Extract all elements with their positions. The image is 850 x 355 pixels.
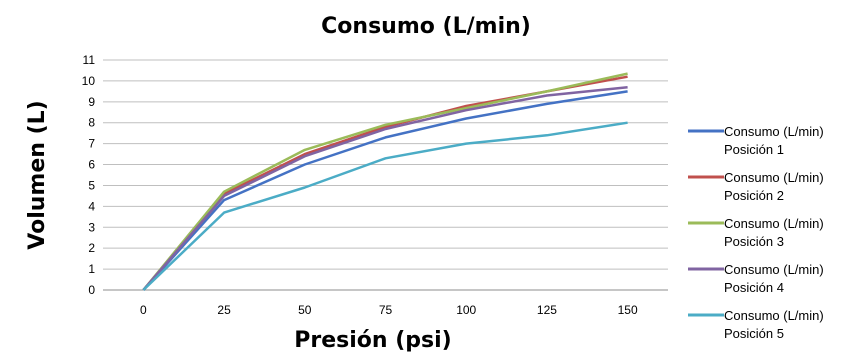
gridlines: [103, 59, 668, 291]
x-tick-label: 25: [217, 303, 231, 317]
y-axis-title: Volumen (L): [25, 100, 50, 249]
legend-label-4-line2: Posición 4: [724, 280, 784, 295]
x-tick-label: 125: [537, 303, 557, 317]
x-tick-label: 0: [140, 303, 147, 317]
series-line-5: [142, 121, 628, 291]
y-tick-label: 8: [88, 116, 95, 130]
series-lines: [142, 72, 628, 291]
legend-label-1: Consumo (L/min): [724, 124, 824, 139]
legend-label-1-line2: Posición 1: [724, 142, 784, 157]
y-tick-label: 5: [88, 178, 95, 192]
y-tick-labels: 0 1 2 3 4 5 6 7 8 9 10 11: [82, 53, 96, 297]
series-line-2: [142, 75, 628, 291]
x-tick-label: 50: [298, 303, 312, 317]
x-tick-label: 100: [456, 303, 476, 317]
series-line-1: [142, 90, 628, 291]
chart-title: Consumo (L/min): [321, 14, 531, 39]
legend-label-3-line2: Posición 3: [724, 234, 784, 249]
y-tick-label: 3: [88, 220, 95, 234]
x-axis-title: Presión (psi): [294, 328, 451, 353]
legend-label-5: Consumo (L/min): [724, 308, 824, 323]
y-tick-label: 6: [88, 158, 95, 172]
x-tick-label: 75: [379, 303, 393, 317]
y-tick-label: 4: [88, 199, 95, 213]
series-line-3: [142, 72, 628, 291]
y-tick-label: 9: [88, 95, 95, 109]
legend-label-2-line2: Posición 2: [724, 188, 784, 203]
legend-label-2: Consumo (L/min): [724, 170, 824, 185]
series-line-4: [142, 85, 628, 291]
y-tick-label: 11: [83, 53, 96, 67]
legend-label-4: Consumo (L/min): [724, 262, 824, 277]
y-tick-label: 1: [88, 262, 95, 276]
y-tick-label: 10: [82, 74, 96, 88]
legend-label-5-line2: Posición 5: [724, 326, 784, 341]
x-tick-label: 150: [618, 303, 638, 317]
x-tick-labels: 0 25 50 75 100 125 150: [140, 303, 638, 317]
y-tick-label: 0: [88, 283, 95, 297]
y-tick-label: 7: [88, 137, 95, 151]
legend: Consumo (L/min) Posición 1 Consumo (L/min)…: [688, 124, 824, 341]
y-tick-label: 2: [88, 241, 95, 255]
legend-label-3: Consumo (L/min): [724, 216, 824, 231]
